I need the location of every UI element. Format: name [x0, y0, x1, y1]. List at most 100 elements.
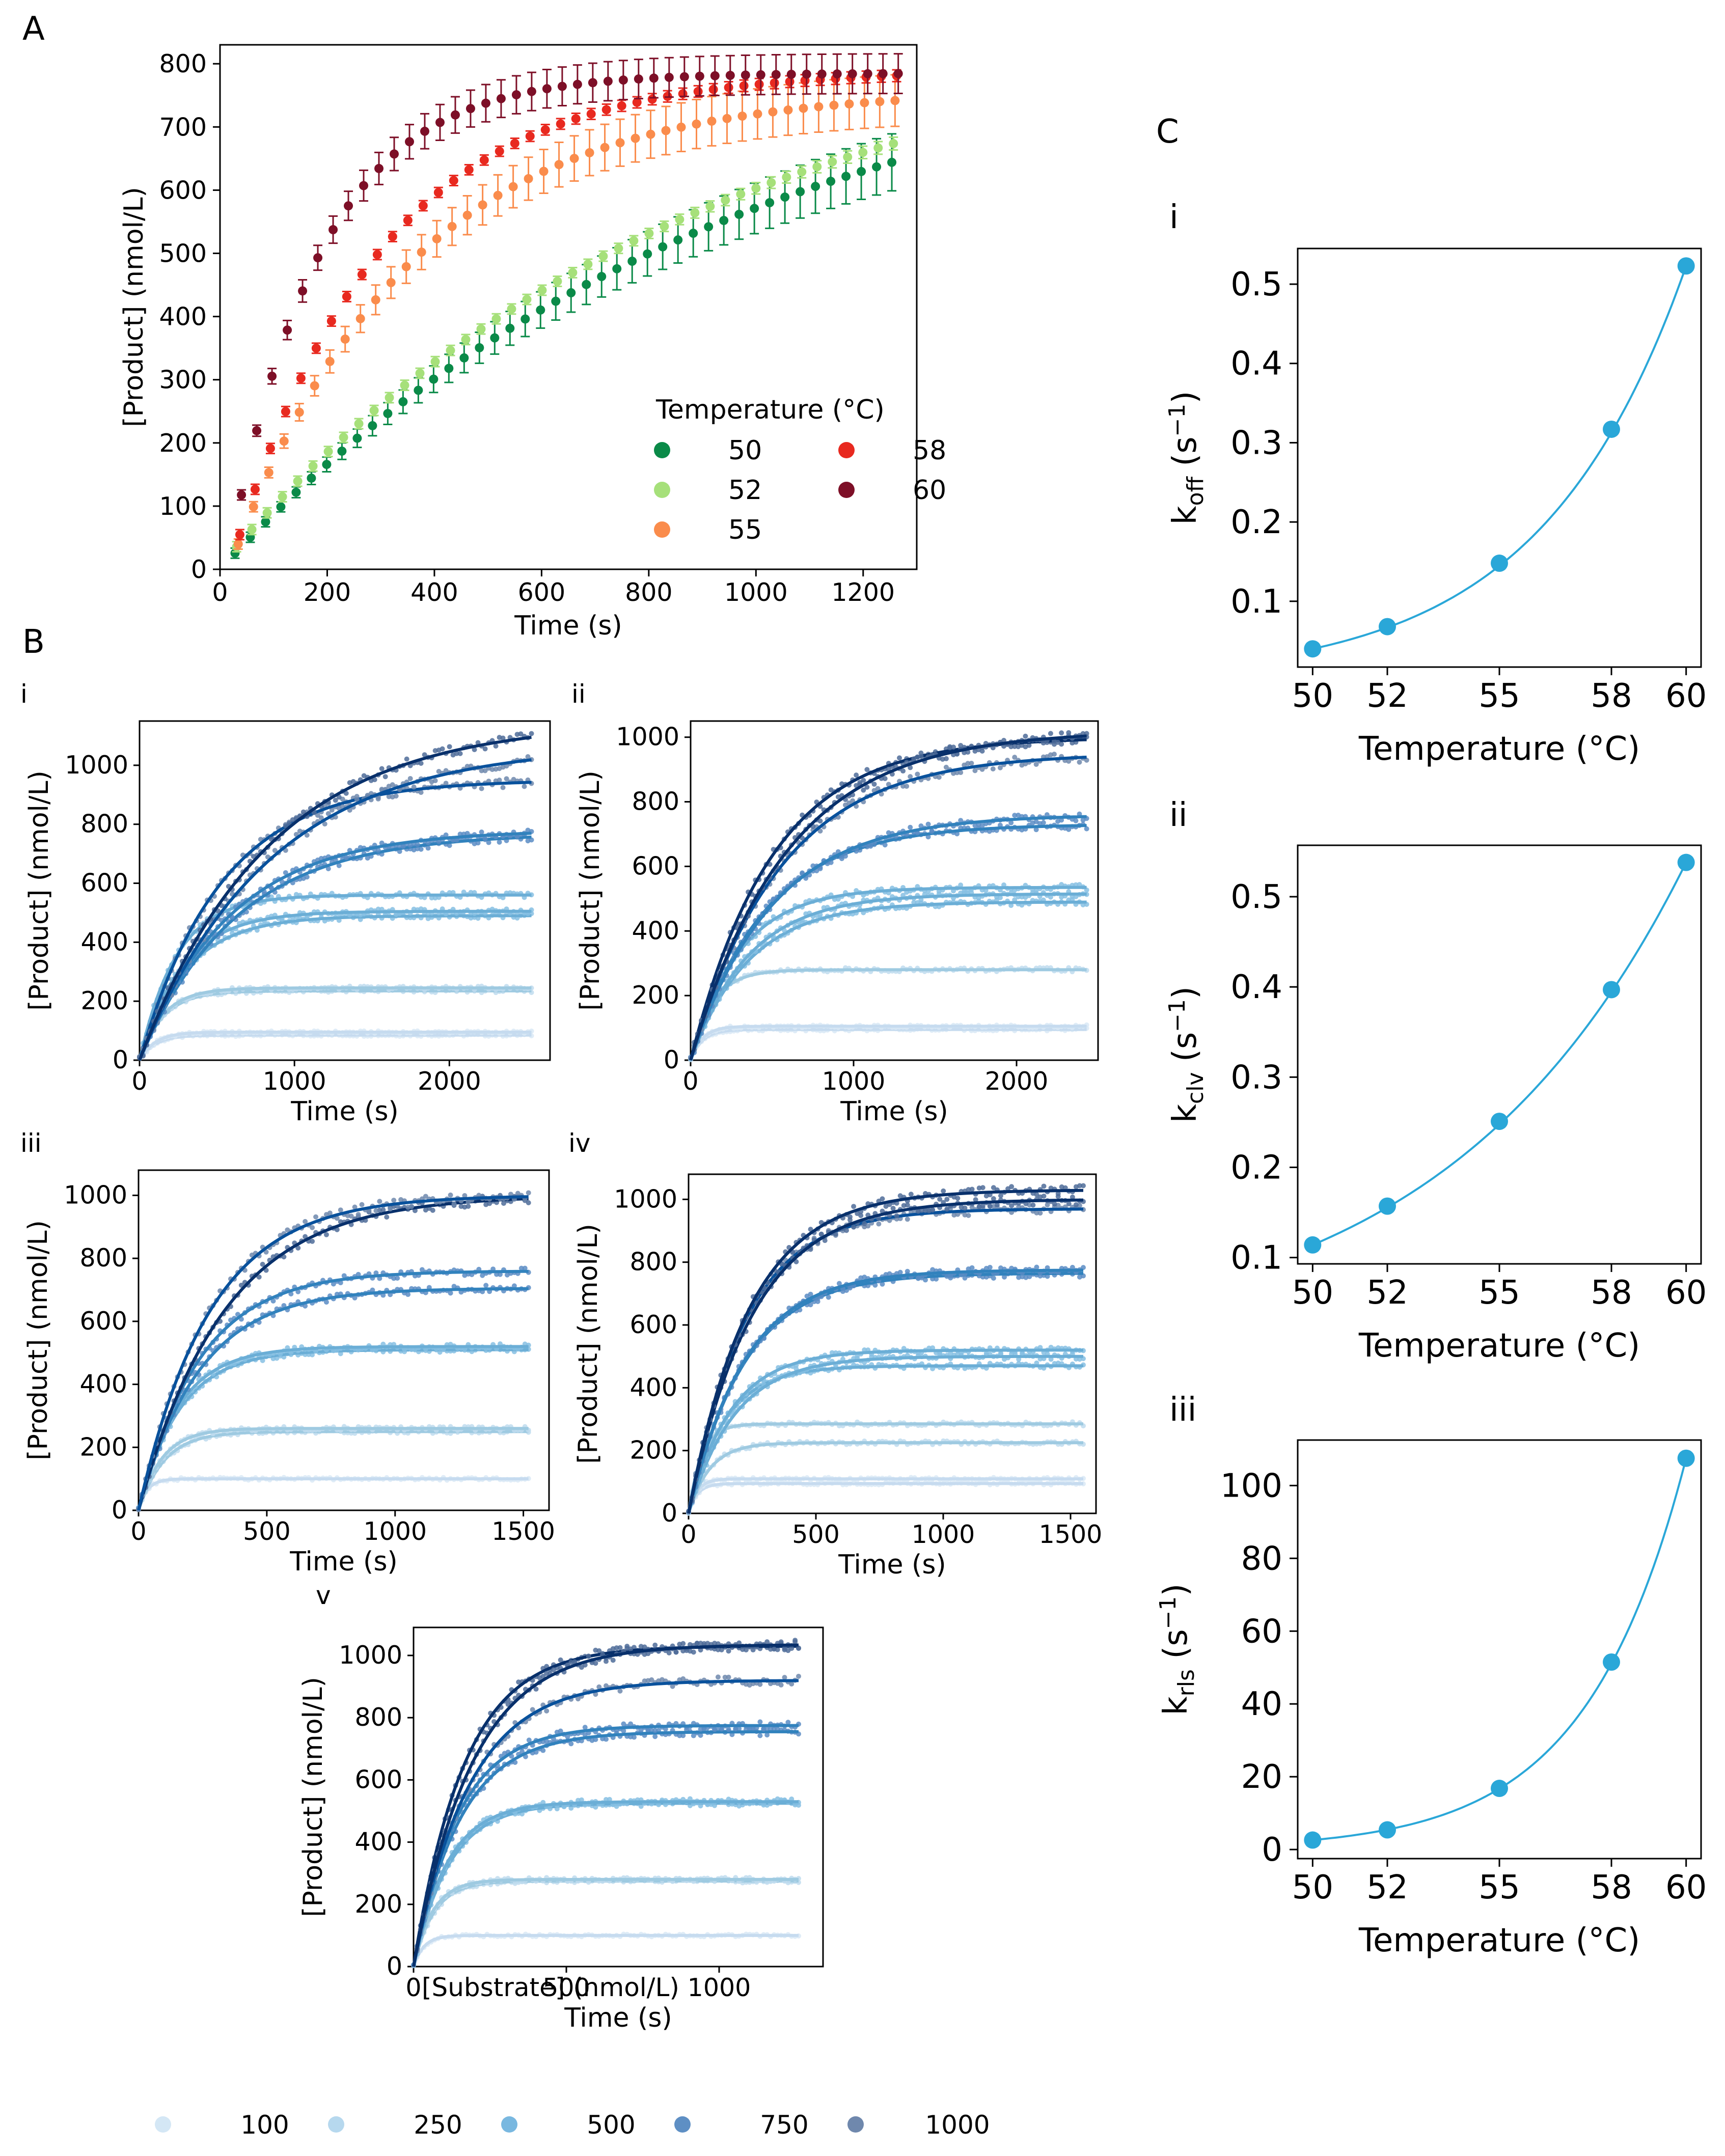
- data-point-52: [751, 183, 761, 193]
- data-point: [325, 866, 331, 872]
- data-point-60: [496, 94, 506, 103]
- data-point-60: [313, 253, 323, 263]
- data-point-60: [344, 201, 353, 211]
- data-point-60: [634, 74, 643, 84]
- data-point-60: [725, 71, 735, 80]
- data-point-52: [629, 236, 639, 245]
- data-point-58: [235, 530, 244, 539]
- data-point-50: [704, 222, 714, 232]
- data-point: [405, 1292, 411, 1297]
- data-point: [457, 751, 463, 756]
- data-point-52: [461, 335, 471, 344]
- data-point: [418, 846, 424, 852]
- data-point-55: [294, 407, 304, 417]
- data-point-50: [368, 421, 377, 430]
- data-point-60: [267, 371, 277, 381]
- data-point: [304, 874, 310, 880]
- data-point-50: [398, 397, 408, 406]
- data-point-52: [247, 524, 257, 534]
- data-point: [461, 890, 467, 895]
- data-point: [355, 1212, 361, 1218]
- panel-b-iii-x-tick-label: 1500: [491, 1517, 555, 1546]
- panel-a-x-tick-label: 200: [304, 578, 351, 607]
- data-point-55: [631, 133, 640, 143]
- fit-line: [687, 1482, 1083, 1514]
- data-point-55: [524, 174, 533, 183]
- panel-b-i-x-tick-label: 2000: [418, 1067, 481, 1096]
- panel-a-y-tick-label: 400: [159, 302, 207, 331]
- data-point: [384, 1214, 390, 1220]
- data-point-52: [812, 162, 822, 172]
- data-point-52: [583, 259, 593, 269]
- data-point-50: [780, 192, 790, 202]
- data-point-50: [826, 177, 836, 186]
- data-point-50: [612, 264, 622, 273]
- data-point-50: [673, 235, 683, 245]
- data-point: [447, 843, 452, 848]
- data-point: [407, 776, 413, 781]
- data-point-60: [878, 69, 888, 78]
- data-point-55: [890, 96, 900, 105]
- data-point-60: [802, 69, 811, 79]
- data-point-60: [771, 70, 781, 79]
- data-point-55: [432, 234, 442, 243]
- data-point-55: [585, 148, 594, 157]
- data-point-55: [493, 190, 503, 200]
- data-point: [336, 863, 342, 868]
- data-point: [990, 766, 996, 772]
- data-point: [925, 821, 931, 827]
- data-point: [1012, 743, 1018, 749]
- data-point: [338, 1207, 343, 1213]
- panel-a-y-tick-label: 500: [159, 239, 207, 268]
- panel-b-i-x-axis-title: Time (s): [290, 1096, 398, 1127]
- data-point-52: [385, 393, 394, 402]
- data-point: [430, 1207, 435, 1213]
- panel-b-iv-x-tick-label: 0: [680, 1520, 696, 1549]
- data-point-52: [323, 447, 333, 456]
- data-point: [1051, 752, 1057, 757]
- data-point-52: [553, 277, 562, 286]
- panel-a-x-tick-label: 1000: [724, 578, 788, 607]
- panel-b-iv-y-tick-label: 400: [629, 1373, 677, 1402]
- panel-b-i-y-tick-label: 600: [80, 869, 128, 898]
- panel-a-y-tick-label: 800: [159, 49, 207, 78]
- data-point-50: [566, 288, 576, 297]
- data-point-50: [261, 517, 270, 527]
- data-point-52: [843, 152, 853, 162]
- data-point: [393, 793, 399, 799]
- data-point-60: [481, 98, 490, 108]
- fit-line: [137, 1430, 529, 1511]
- panel-b-iv-y-tick-label: 1000: [614, 1184, 677, 1213]
- data-point: [904, 784, 910, 789]
- panel-b-iii-x-axis-title: Time (s): [289, 1546, 397, 1577]
- data-point-58: [510, 139, 519, 148]
- data-point: [900, 768, 906, 774]
- data-point-50: [536, 305, 545, 315]
- panel-a-x-tick-label: 1200: [831, 578, 895, 607]
- data-point: [929, 828, 935, 834]
- panel-b-iv-x-axis-title: Time (s): [838, 1550, 946, 1580]
- data-point-52: [721, 196, 730, 205]
- panel-label-a: A: [22, 10, 45, 48]
- panel-a-chart: 0 200 400 600 800 1000 1200 0 100 200 300 400 500 600…: [119, 44, 946, 641]
- data-point-58: [388, 232, 397, 241]
- panel-b-iii-y-tick-label: 1000: [64, 1180, 127, 1209]
- panel-b-i-label: i: [20, 679, 28, 709]
- data-point-55: [707, 116, 717, 126]
- data-point: [522, 784, 527, 789]
- data-point-58: [479, 155, 489, 165]
- data-point-60: [435, 118, 445, 127]
- legend-label-60: 60: [913, 475, 946, 506]
- panel-b-iv-x-tick-label: 1000: [912, 1520, 975, 1549]
- data-point: [377, 1199, 382, 1204]
- data-point-55: [829, 100, 839, 110]
- data-point-50: [643, 249, 652, 259]
- data-point: [483, 1283, 489, 1288]
- legend-marker-50: [654, 442, 670, 458]
- panel-b-ii-y-tick-label: 200: [632, 981, 679, 1010]
- data-point-58: [326, 316, 336, 326]
- data-point: [1055, 739, 1061, 745]
- data-point: [466, 1203, 471, 1209]
- data-point-60: [664, 72, 674, 82]
